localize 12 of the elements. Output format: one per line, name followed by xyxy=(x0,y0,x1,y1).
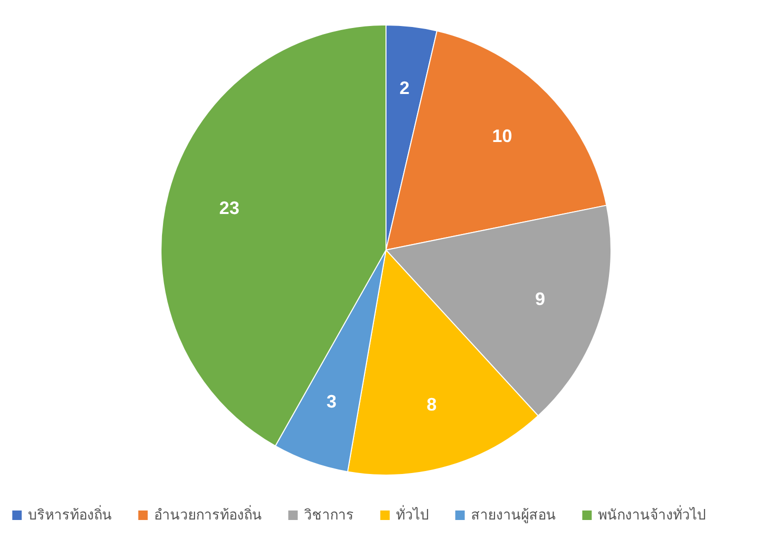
legend-label: พนักงานจ้างทั่วไป xyxy=(598,505,706,524)
data-label: 2 xyxy=(399,78,410,98)
legend-label: อำนวยการท้องถิ่น xyxy=(154,505,262,524)
data-label: 3 xyxy=(326,392,337,412)
data-label: 8 xyxy=(426,394,437,414)
legend-label: ทั่วไป xyxy=(396,505,429,524)
legend-label: สายงานผู้สอน xyxy=(471,507,556,524)
legend-label: วิชาการ xyxy=(304,507,354,524)
data-label: 23 xyxy=(219,198,240,218)
data-label: 10 xyxy=(492,126,512,146)
data-label: 9 xyxy=(535,289,546,310)
legend-label: บริหารท้องถิ่น xyxy=(28,505,112,524)
